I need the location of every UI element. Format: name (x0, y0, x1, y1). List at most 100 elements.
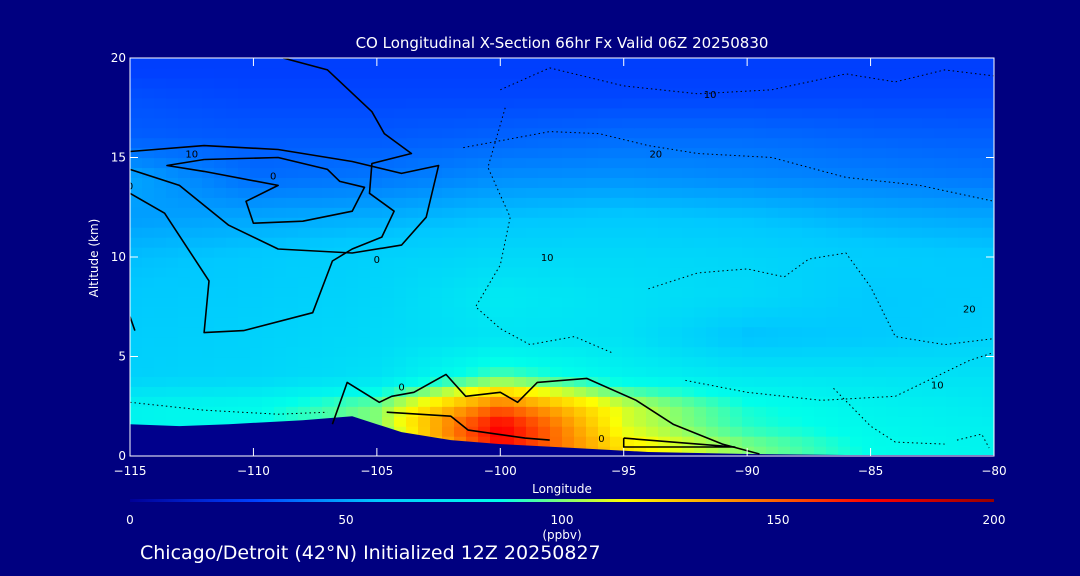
field-cell (130, 197, 143, 208)
field-cell (982, 446, 994, 456)
field-cell (946, 117, 959, 129)
field-cell (562, 107, 575, 119)
field-cell (358, 127, 371, 139)
field-cell (166, 376, 179, 387)
field-cell (526, 237, 539, 248)
field-cell (466, 217, 479, 228)
field-cell (754, 167, 767, 178)
field-cell (982, 197, 994, 208)
field-cell (730, 197, 743, 208)
field-cell (610, 366, 623, 377)
field-cell (826, 87, 839, 99)
field-cell (778, 416, 791, 427)
field-cell (574, 346, 587, 358)
field-cell (862, 306, 875, 318)
field-cell (214, 296, 227, 308)
field-cell (982, 137, 994, 149)
field-cell (274, 326, 287, 338)
field-cell (826, 77, 839, 89)
field-cell (934, 137, 947, 149)
field-cell (262, 276, 275, 288)
field-cell (682, 237, 695, 248)
field-cell (934, 227, 947, 238)
field-cell (898, 436, 911, 447)
field-cell (154, 396, 167, 407)
field-cell (922, 416, 935, 427)
field-cell (466, 257, 479, 268)
field-cell (274, 137, 287, 149)
field-cell (310, 276, 323, 288)
field-cell (430, 426, 443, 437)
field-cell (526, 326, 539, 338)
field-cell (934, 286, 947, 298)
field-cell (562, 356, 575, 368)
field-cell (370, 177, 383, 188)
field-cell (238, 137, 251, 149)
field-cell (826, 67, 839, 79)
field-cell (370, 376, 383, 387)
x-tick-label: −80 (981, 464, 1006, 478)
field-cell (634, 356, 647, 368)
field-cell (970, 217, 983, 228)
field-cell (166, 336, 179, 348)
field-cell (286, 167, 299, 178)
field-cell (598, 77, 611, 89)
field-cell (154, 107, 167, 119)
field-cell (298, 266, 311, 278)
field-cell (814, 67, 827, 79)
field-cell (130, 326, 143, 338)
field-cell (166, 306, 179, 318)
field-cell (826, 207, 839, 218)
field-cell (694, 207, 707, 218)
contour-solid (130, 316, 136, 331)
field-cell (190, 87, 203, 99)
field-cell (490, 366, 503, 377)
field-cell (826, 436, 839, 447)
field-cell (250, 316, 263, 328)
field-cell (562, 247, 575, 258)
field-cell (886, 197, 899, 208)
field-cell (514, 217, 527, 228)
field-cell (766, 336, 779, 348)
field-cell (550, 177, 563, 188)
field-cell (454, 306, 467, 318)
field-cell (946, 266, 959, 278)
field-cell (538, 97, 551, 109)
field-cell (538, 227, 551, 238)
field-cell (682, 127, 695, 139)
field-cell (670, 117, 683, 129)
field-cell (274, 177, 287, 188)
field-cell (346, 257, 359, 268)
field-cell (646, 207, 659, 218)
field-cell (142, 207, 155, 218)
field-cell (322, 137, 335, 149)
field-cell (598, 217, 611, 228)
field-cell (154, 346, 167, 358)
field-cell (502, 257, 515, 268)
field-cell (790, 147, 803, 159)
field-cell (886, 58, 899, 69)
field-cell (778, 306, 791, 318)
field-cell (430, 286, 443, 298)
field-cell (154, 117, 167, 129)
field-cell (178, 187, 191, 198)
field-cell (490, 396, 503, 407)
field-cell (646, 227, 659, 238)
field-cell (442, 157, 455, 169)
field-cell (166, 127, 179, 139)
field-cell (826, 227, 839, 238)
field-cell (598, 356, 611, 368)
field-cell (874, 107, 887, 119)
field-cell (298, 316, 311, 328)
field-cell (562, 58, 575, 69)
field-cell (538, 87, 551, 99)
field-cell (886, 147, 899, 159)
field-cell (382, 58, 395, 69)
field-cell (970, 67, 983, 79)
field-cell (802, 286, 815, 298)
field-cell (574, 366, 587, 377)
field-cell (586, 127, 599, 139)
field-cell (298, 127, 311, 139)
field-cell (850, 67, 863, 79)
field-cell (862, 137, 875, 149)
